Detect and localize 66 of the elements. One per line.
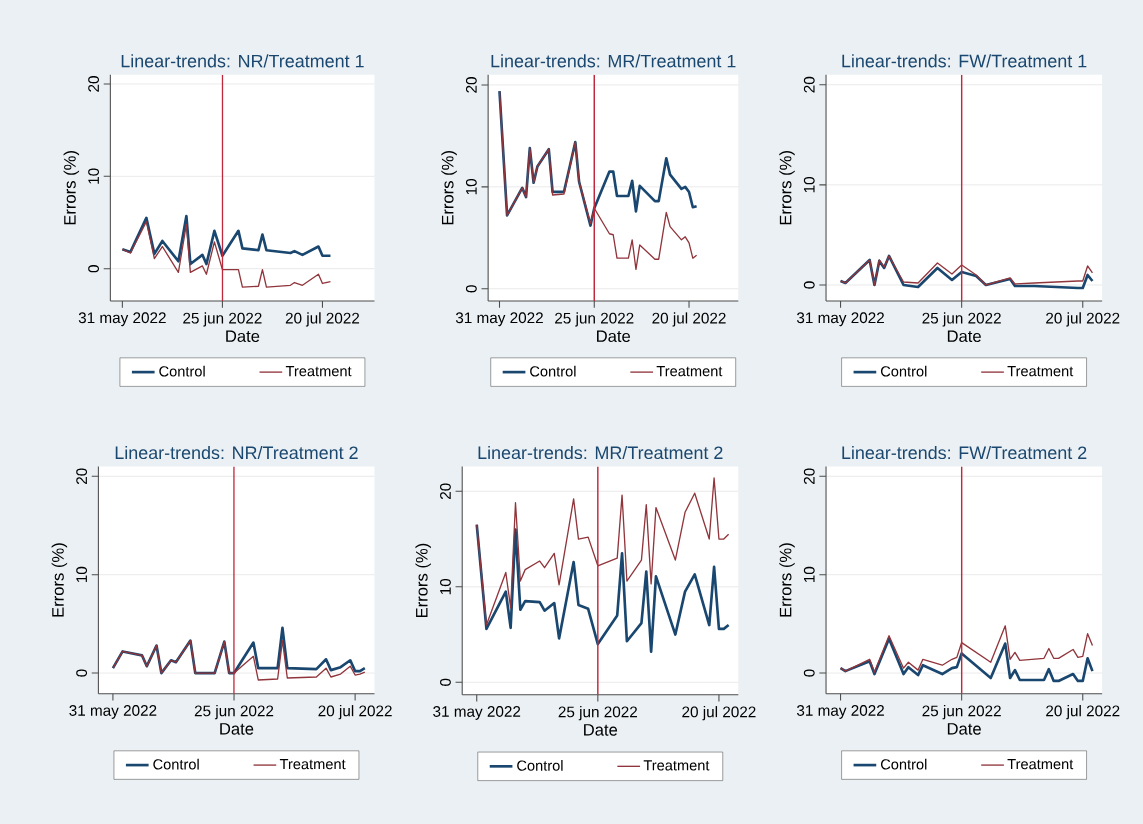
y-tick-label: 0 <box>88 264 100 273</box>
y-tick-label: 10 <box>803 176 815 193</box>
x-tick-label: 25 jun 2022 <box>183 312 262 327</box>
y-tick-label: 20 <box>803 76 815 93</box>
y-tick-label: 20 <box>440 483 451 499</box>
chart-title: Linear-trends: FW/Treatment 1 <box>842 54 1087 68</box>
x-axis-title: Date <box>947 330 981 342</box>
x-tick-label: 31 may 2022 <box>78 312 166 327</box>
x-tick-label: 25 jun 2022 <box>555 312 634 327</box>
x-axis-title: Date <box>226 330 260 342</box>
y-tick-label: 20 <box>465 76 477 93</box>
y-tick-label: 0 <box>440 678 451 686</box>
x-tick-label: 20 jul 2022 <box>1046 704 1120 720</box>
y-axis-title: Errors (%) <box>779 150 795 225</box>
chart-title: Linear-trends: NR/Treatment 1 <box>121 54 364 68</box>
y-axis-title: Errors (%) <box>441 150 457 225</box>
legend-label: Treatment <box>1007 365 1074 377</box>
x-tick-label: 20 jul 2022 <box>682 705 756 721</box>
x-tick-label: 25 jun 2022 <box>558 705 637 721</box>
x-tick-label: 20 jul 2022 <box>285 312 360 327</box>
y-tick-label: 20 <box>76 468 88 484</box>
y-axis-title: Errors (%) <box>779 543 795 617</box>
legend-label: Control <box>880 758 927 770</box>
y-tick-label: 10 <box>440 578 451 594</box>
x-tick-label: 20 jul 2022 <box>1046 312 1120 327</box>
x-tick-label: 31 may 2022 <box>796 704 884 719</box>
legend-label: Treatment <box>285 365 352 377</box>
x-tick-label: 20 jul 2022 <box>652 312 726 327</box>
chart-title: Linear-trends: MR/Treatment 1 <box>491 54 736 68</box>
y-tick-label: 10 <box>76 566 88 582</box>
y-tick-label: 0 <box>76 669 88 677</box>
legend-label: Treatment <box>656 365 723 377</box>
legend-label: Control <box>159 365 205 377</box>
x-tick-label: 25 jun 2022 <box>922 312 1001 327</box>
legend-label: Control <box>530 365 576 377</box>
y-tick-label: 10 <box>88 168 100 184</box>
x-tick-label: 25 jun 2022 <box>922 704 1001 720</box>
legend-label: Control <box>880 365 927 377</box>
x-tick-label: 31 may 2022 <box>455 312 543 327</box>
x-tick-label: 20 jul 2022 <box>318 704 392 720</box>
x-axis-title: Date <box>220 722 254 735</box>
x-tick-label: 31 may 2022 <box>433 705 521 720</box>
y-tick-label: 10 <box>465 178 477 195</box>
x-axis-title: Date <box>947 722 981 735</box>
y-tick-label: 0 <box>465 284 477 293</box>
legend-label: Treatment <box>643 760 710 771</box>
y-tick-label: 20 <box>88 75 100 92</box>
legend-label: Treatment <box>1007 758 1074 770</box>
x-tick-label: 31 may 2022 <box>69 704 157 719</box>
x-axis-title: Date <box>597 330 631 342</box>
chart-title: Linear-trends: FW/Treatment 2 <box>842 445 1087 459</box>
y-axis-title: Errors (%) <box>415 543 431 617</box>
y-axis-title: Errors (%) <box>63 150 80 225</box>
legend-label: Control <box>153 758 199 770</box>
y-tick-label: 10 <box>803 566 815 582</box>
x-tick-label: 25 jun 2022 <box>194 704 274 720</box>
y-tick-label: 0 <box>803 669 815 677</box>
chart-title: Linear-trends: NR/Treatment 2 <box>115 445 358 459</box>
legend-label: Control <box>517 759 563 771</box>
x-axis-title: Date <box>584 723 618 736</box>
y-axis-title: Errors (%) <box>51 543 68 617</box>
x-tick-label: 31 may 2022 <box>796 312 884 327</box>
legend-label: Treatment <box>279 758 346 770</box>
y-tick-label: 0 <box>803 281 815 289</box>
chart-title: Linear-trends: MR/Treatment 2 <box>478 445 723 459</box>
y-tick-label: 20 <box>803 468 815 484</box>
